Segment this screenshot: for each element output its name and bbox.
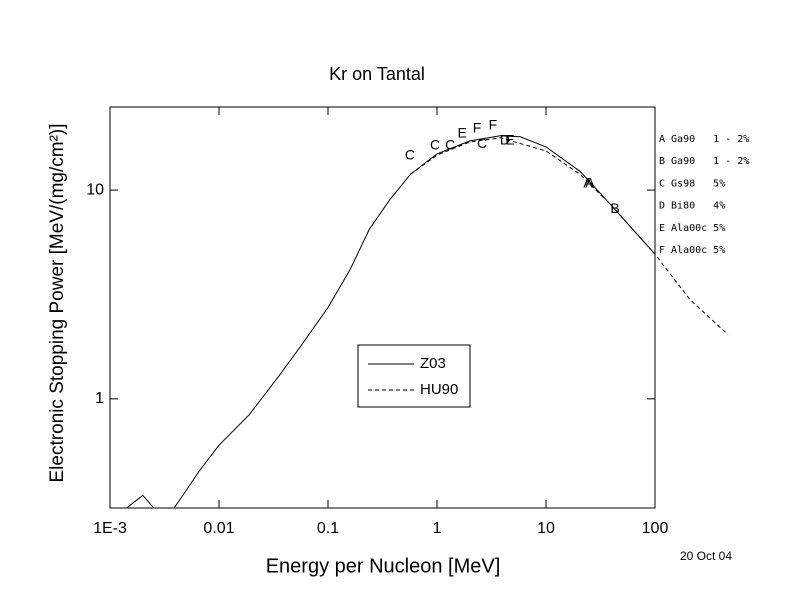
data-point-letter: A bbox=[583, 175, 593, 191]
data-point-letter: D bbox=[500, 132, 510, 148]
data-point-letter: A bbox=[585, 175, 595, 191]
series-line bbox=[125, 135, 656, 508]
y-tick-label: 10 bbox=[86, 181, 104, 198]
data-point-letter: F bbox=[473, 119, 482, 135]
x-tick-label: 0.01 bbox=[203, 520, 234, 537]
x-tick-label: 100 bbox=[642, 520, 669, 537]
series-line bbox=[410, 137, 729, 335]
reference-entry: F Ala00c 5% bbox=[659, 245, 725, 256]
data-point-letter: C bbox=[430, 136, 440, 152]
data-point-letter: F bbox=[489, 117, 498, 133]
plot-frame bbox=[109, 106, 656, 509]
y-tick-label: 1 bbox=[95, 390, 104, 407]
reference-entry: E Ala00c 5% bbox=[659, 223, 725, 234]
legend-label: Z03 bbox=[420, 355, 446, 372]
x-tick-label: 1E-3 bbox=[93, 520, 127, 537]
curves bbox=[125, 135, 729, 508]
reference-entry: A Ga90 1 - 2% bbox=[659, 134, 749, 145]
legend-label: HU90 bbox=[420, 381, 458, 398]
data-point-letter: C bbox=[445, 136, 455, 152]
reference-entry: D Bi80 4% bbox=[659, 201, 725, 212]
date-label: 20 Oct 04 bbox=[680, 549, 732, 563]
reference-entry: B Ga90 1 - 2% bbox=[659, 156, 749, 167]
data-point-letter: E bbox=[505, 132, 514, 148]
y-axis-label: Electronic Stopping Power [MeV/(mg/cm²)] bbox=[47, 123, 68, 482]
data-point-letter: C bbox=[477, 135, 487, 151]
reference-entry: C Gs98 5% bbox=[659, 178, 725, 189]
chart-title: Kr on Tantal bbox=[329, 64, 425, 84]
x-tick-label: 10 bbox=[537, 520, 555, 537]
x-tick-label: 1 bbox=[433, 520, 442, 537]
x-axis-label: Energy per Nucleon [MeV] bbox=[266, 555, 501, 577]
legend-box bbox=[357, 344, 471, 408]
data-point-letter: E bbox=[457, 125, 466, 141]
data-point-letter: C bbox=[405, 146, 415, 162]
x-tick-label: 0.1 bbox=[317, 520, 339, 537]
data-point-letter: B bbox=[610, 200, 619, 216]
